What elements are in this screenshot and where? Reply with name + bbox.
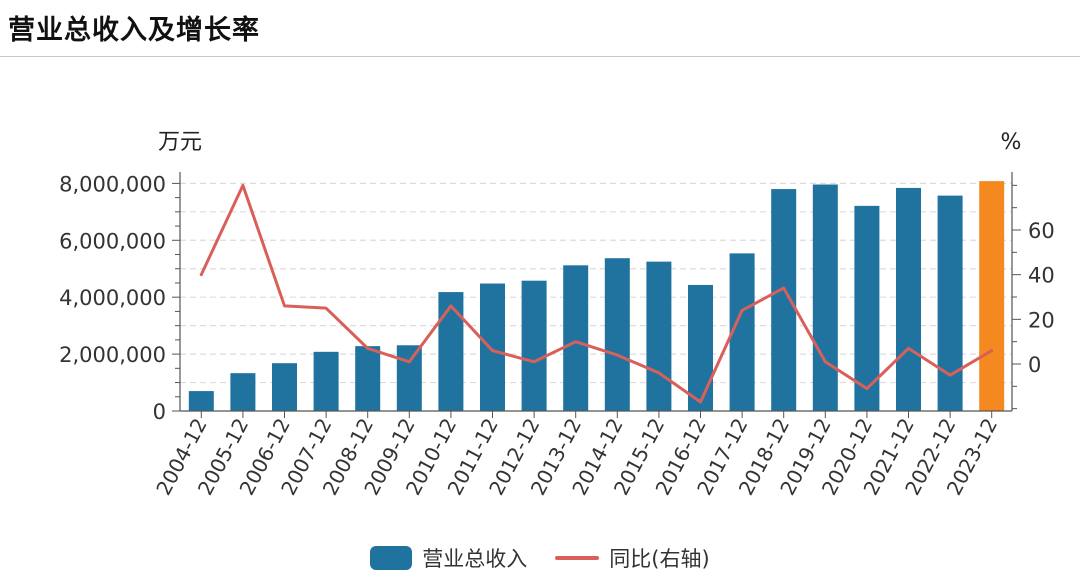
left-axis-tick-label: 8,000,000 xyxy=(59,172,166,196)
revenue-bar xyxy=(272,363,297,411)
page-title: 营业总收入及增长率 xyxy=(8,15,260,46)
revenue-bar xyxy=(438,292,464,411)
left-axis-tick-label: 0 xyxy=(153,400,166,424)
right-axis-tick-label: 20 xyxy=(1028,308,1055,332)
legend-label-growth: 同比(右轴) xyxy=(609,547,710,571)
right-axis-tick-label: 0 xyxy=(1028,353,1041,377)
revenue-bar xyxy=(521,280,547,411)
revenue-growth-chart: 0 2,000,000 4,000,000 6,000,000 8,000,000 0 20… xyxy=(59,130,1055,499)
left-axis-tick-label: 2,000,000 xyxy=(59,343,166,367)
revenue-bar xyxy=(563,265,589,411)
revenue-bar xyxy=(604,258,630,411)
legend-item-revenue[interactable]: 营业总收入 xyxy=(370,543,527,573)
chart-legend: 营业总收入 同比(右轴) xyxy=(0,538,1080,578)
legend-swatch-line xyxy=(555,556,600,560)
revenue-bars xyxy=(188,181,1005,411)
revenue-bar xyxy=(188,391,214,411)
revenue-bar xyxy=(230,373,256,411)
revenue-bar xyxy=(979,181,1005,411)
revenue-bar xyxy=(688,284,713,411)
revenue-bar xyxy=(646,261,672,411)
revenue-bar xyxy=(313,351,339,411)
growth-line-path xyxy=(199,183,994,404)
legend-label-revenue: 营业总收入 xyxy=(422,547,528,571)
left-axis-tick-label: 6,000,000 xyxy=(59,229,166,253)
growth-line xyxy=(199,183,994,404)
legend-item-growth[interactable]: 同比(右轴) xyxy=(555,543,710,573)
left-axis-unit: 万元 xyxy=(158,130,202,155)
axes xyxy=(172,172,1021,418)
right-axis-unit: % xyxy=(1001,130,1022,155)
right-axis-tick-label: 60 xyxy=(1028,219,1055,243)
revenue-bar xyxy=(396,345,422,411)
revenue-bar xyxy=(355,346,381,411)
left-axis-tick-label: 4,000,000 xyxy=(59,286,166,310)
revenue-bar xyxy=(854,205,880,411)
grid-lines xyxy=(180,182,1012,384)
revenue-bar xyxy=(480,283,505,411)
right-axis-tick-label: 40 xyxy=(1028,264,1055,288)
revenue-bar xyxy=(812,184,838,411)
title-divider xyxy=(0,56,1080,57)
legend-swatch-bar xyxy=(370,546,413,570)
revenue-bar xyxy=(937,195,963,411)
revenue-bar xyxy=(771,189,797,411)
revenue-bar xyxy=(896,187,921,411)
